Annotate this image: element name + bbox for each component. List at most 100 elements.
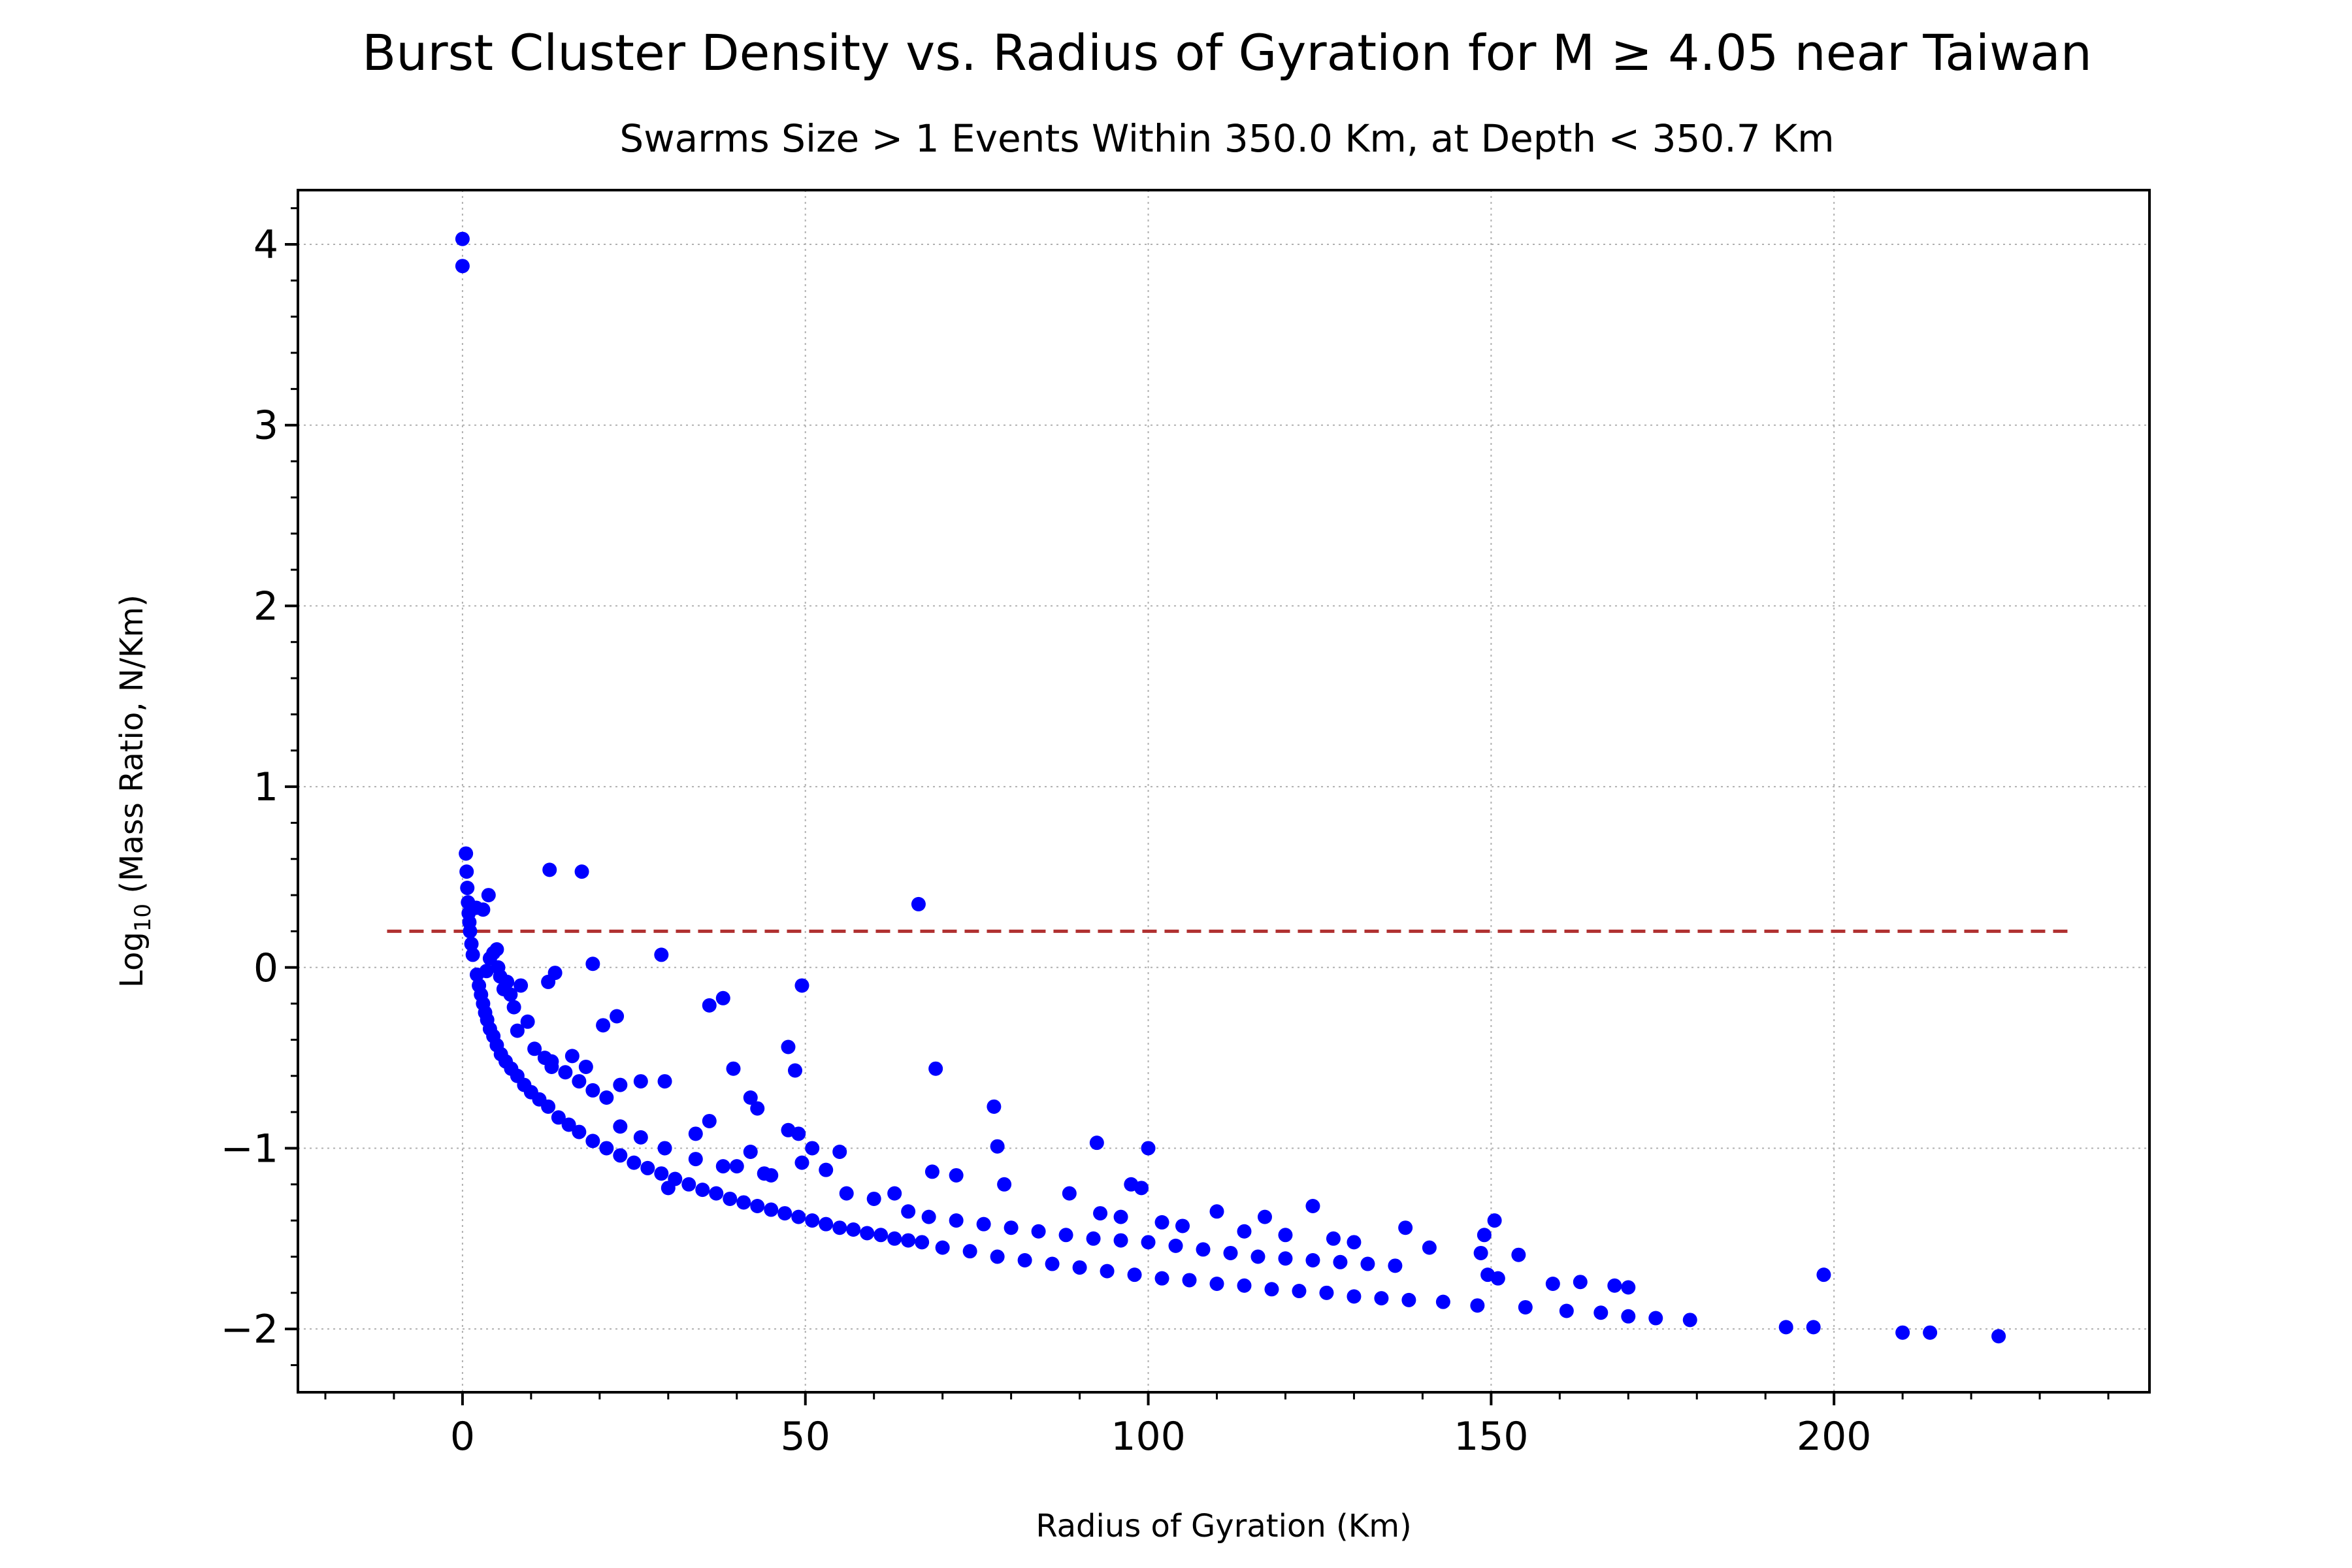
scatter-point <box>491 960 506 975</box>
y-tick-label: 2 <box>253 583 278 629</box>
scatter-point <box>1134 1181 1149 1196</box>
scatter-point <box>465 947 480 962</box>
scatter-point <box>551 1110 566 1125</box>
scatter-point <box>1895 1325 1910 1340</box>
scatter-point <box>585 1083 600 1098</box>
scatter-point <box>702 998 717 1013</box>
scatter-point <box>702 1113 717 1128</box>
data-points <box>455 231 2006 1344</box>
scatter-point <box>1374 1291 1389 1306</box>
y-axis-label-suffix: (Mass Ratio, N/Km) <box>114 595 150 904</box>
scatter-point <box>574 864 589 879</box>
scatter-point <box>481 888 496 903</box>
scatter-point <box>1093 1206 1108 1221</box>
scatter-point <box>1305 1253 1320 1268</box>
scatter-point <box>1100 1264 1115 1279</box>
scatter-point <box>928 1061 943 1076</box>
scatter-point <box>613 1077 628 1092</box>
scatter-point <box>764 1168 779 1183</box>
scatter-point <box>1127 1267 1142 1282</box>
scatter-point <box>1398 1220 1413 1235</box>
scatter-point <box>633 1130 648 1145</box>
scatter-point <box>572 1074 587 1089</box>
scatter-point <box>1017 1253 1032 1268</box>
scatter-point <box>1422 1240 1437 1255</box>
scatter-point <box>463 924 478 939</box>
scatter-point <box>1182 1273 1197 1288</box>
scatter-point <box>1347 1289 1362 1304</box>
scatter-point <box>459 864 474 879</box>
scatter-point <box>1511 1247 1526 1262</box>
scatter-point <box>1237 1278 1252 1293</box>
scatter-point <box>1477 1228 1492 1243</box>
scatter-point <box>520 1014 535 1029</box>
scatter-point <box>839 1186 854 1201</box>
scatter-point <box>887 1231 902 1246</box>
scatter-point <box>901 1204 916 1219</box>
scatter-point <box>726 1061 741 1076</box>
scatter-point <box>1257 1209 1272 1224</box>
scatter-point <box>1319 1285 1334 1300</box>
scatter-point <box>654 947 669 962</box>
scatter-point <box>1593 1305 1609 1320</box>
scatter-point <box>1045 1256 1060 1271</box>
scatter-point <box>1154 1271 1169 1286</box>
scatter-point <box>901 1233 916 1248</box>
scatter-point <box>805 1213 820 1228</box>
scatter-point <box>1806 1320 1821 1335</box>
scatter-point <box>1175 1218 1190 1233</box>
x-tick-label: 50 <box>781 1414 830 1460</box>
x-tick-label: 100 <box>1111 1414 1186 1460</box>
scatter-point <box>794 978 809 993</box>
scatter-point <box>510 1023 525 1038</box>
scatter-point <box>657 1141 672 1156</box>
scatter-point <box>990 1139 1005 1154</box>
scatter-point <box>1648 1311 1663 1326</box>
scatter-point <box>736 1195 751 1210</box>
scatter-point <box>921 1209 936 1224</box>
grid <box>298 190 2149 1392</box>
scatter-point <box>1682 1313 1697 1328</box>
scatter-point <box>935 1240 950 1255</box>
scatter-point <box>585 1134 600 1149</box>
scatter-point <box>805 1141 820 1156</box>
scatter-point <box>1360 1256 1375 1271</box>
scatter-point <box>1470 1298 1485 1313</box>
scatter-point <box>949 1213 964 1228</box>
scatter-point <box>558 1065 573 1080</box>
scatter-point <box>794 1155 809 1170</box>
scatter-point <box>1487 1213 1502 1228</box>
y-tick-label: −2 <box>221 1307 278 1352</box>
scatter-point <box>578 1059 593 1074</box>
x-axis-label: Radius of Gyration (Km) <box>1036 1508 1411 1544</box>
scatter-point <box>1196 1242 1211 1257</box>
scatter-point <box>866 1191 881 1206</box>
scatter-point <box>791 1126 806 1141</box>
scatter-point <box>781 1039 796 1054</box>
scatter-point <box>1004 1220 1019 1235</box>
scatter-point <box>459 846 474 861</box>
plot-frame <box>297 189 2151 1394</box>
scatter-point <box>1923 1325 1938 1340</box>
scatter-point <box>506 1000 521 1015</box>
scatter-point <box>1058 1228 1073 1243</box>
scatter-point <box>819 1162 834 1177</box>
scatter-point <box>962 1244 977 1259</box>
scatter-point <box>1573 1275 1588 1290</box>
scatter-point <box>1545 1276 1560 1291</box>
scatter-point <box>723 1191 738 1206</box>
scatter-point <box>1154 1215 1169 1230</box>
scatter-point <box>1518 1299 1533 1315</box>
scatter-point <box>729 1159 744 1174</box>
scatter-point <box>542 862 557 877</box>
scatter-point <box>1223 1245 1238 1260</box>
scatter-point <box>887 1186 902 1201</box>
scatter-point <box>1264 1282 1279 1297</box>
scatter-point <box>1141 1235 1156 1250</box>
scatter-point <box>846 1222 861 1237</box>
x-tick-label: 0 <box>450 1414 475 1460</box>
scatter-point <box>1991 1329 2006 1344</box>
scatter-point <box>503 987 518 1002</box>
scatter-point <box>464 936 479 951</box>
